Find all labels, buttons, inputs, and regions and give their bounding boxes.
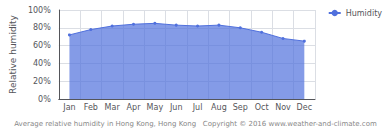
svg-text:Humidity: Humidity [346,9,383,18]
svg-text:Aug: Aug [211,103,227,112]
svg-text:20%: 20% [33,77,51,86]
svg-text:40%: 40% [33,59,51,68]
svg-text:0%: 0% [38,95,51,104]
svg-text:Nov: Nov [275,103,291,112]
svg-text:Relative humidity: Relative humidity [8,14,18,94]
svg-text:Jan: Jan [62,103,75,112]
svg-text:Apr: Apr [127,103,142,112]
svg-text:May: May [147,103,164,112]
svg-text:Jun: Jun [169,103,183,112]
svg-text:100%: 100% [28,6,51,15]
svg-text:Mar: Mar [105,103,121,112]
svg-text:80%: 80% [33,23,51,32]
svg-text:60%: 60% [33,41,51,50]
svg-text:Sep: Sep [233,103,248,112]
svg-text:Jul: Jul [192,103,203,112]
svg-text:Oct: Oct [255,103,269,112]
svg-text:Feb: Feb [84,103,98,112]
svg-text:Average relative humidity in H: Average relative humidity in Hong Kong, … [14,120,377,128]
svg-text:Dec: Dec [297,103,312,112]
